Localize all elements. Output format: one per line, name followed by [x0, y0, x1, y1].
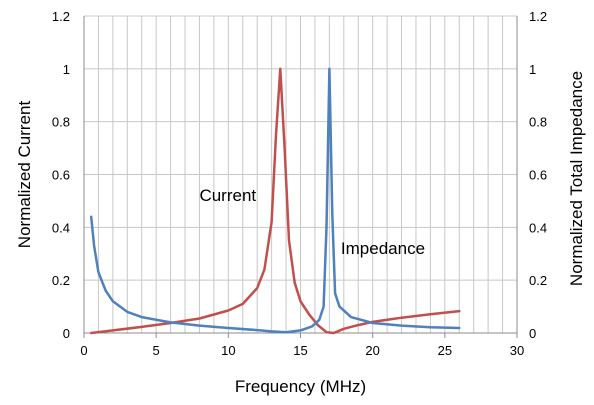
y-tick-label-right: 1.2	[529, 9, 547, 24]
series-line-current	[89, 67, 461, 335]
labels: 0 5 10 15 20 25 300 00.2 0.20.4 0.40.6 0.60.8 0.81 1…	[15, 9, 586, 396]
y-tick-label-left: 0.4	[52, 220, 70, 235]
x-axis-title: Frequency (MHz)	[235, 377, 366, 396]
annotation-current: Current	[199, 186, 256, 205]
y-axis-title-left: Normalized Current	[15, 101, 34, 249]
x-tick-label: 10	[221, 343, 235, 358]
x-tick-label: 20	[365, 343, 379, 358]
x-tick-label: 25	[438, 343, 452, 358]
x-tick-label: 30	[510, 343, 524, 358]
y-tick-label-left: 0	[63, 326, 70, 341]
y-tick-label-right: 1	[529, 62, 536, 77]
axes	[83, 16, 518, 338]
series-lines	[89, 67, 461, 335]
y-tick-label-right: 0.4	[529, 220, 547, 235]
y-tick-label-left: 0.2	[52, 273, 70, 288]
y-tick-label-right: 0	[529, 326, 536, 341]
gridlines	[84, 15, 518, 333]
y-tick-label-left: 1	[63, 62, 70, 77]
y-tick-label-right: 0.8	[529, 115, 547, 130]
y-tick-label-left: 1.2	[52, 9, 70, 24]
y-tick-label-right: 0.6	[529, 168, 547, 183]
y-axis-title-right: Normalized Total Impedance	[567, 71, 586, 286]
x-tick-label: 5	[153, 343, 160, 358]
y-tick-label-left: 0.6	[52, 168, 70, 183]
x-tick-label: 0	[80, 343, 87, 358]
y-tick-label-right: 0.2	[529, 273, 547, 288]
y-tick-label-left: 0.8	[52, 115, 70, 130]
annotation-impedance: Impedance	[341, 239, 425, 258]
x-tick-label: 15	[293, 343, 307, 358]
series-line-impedance	[89, 67, 461, 334]
